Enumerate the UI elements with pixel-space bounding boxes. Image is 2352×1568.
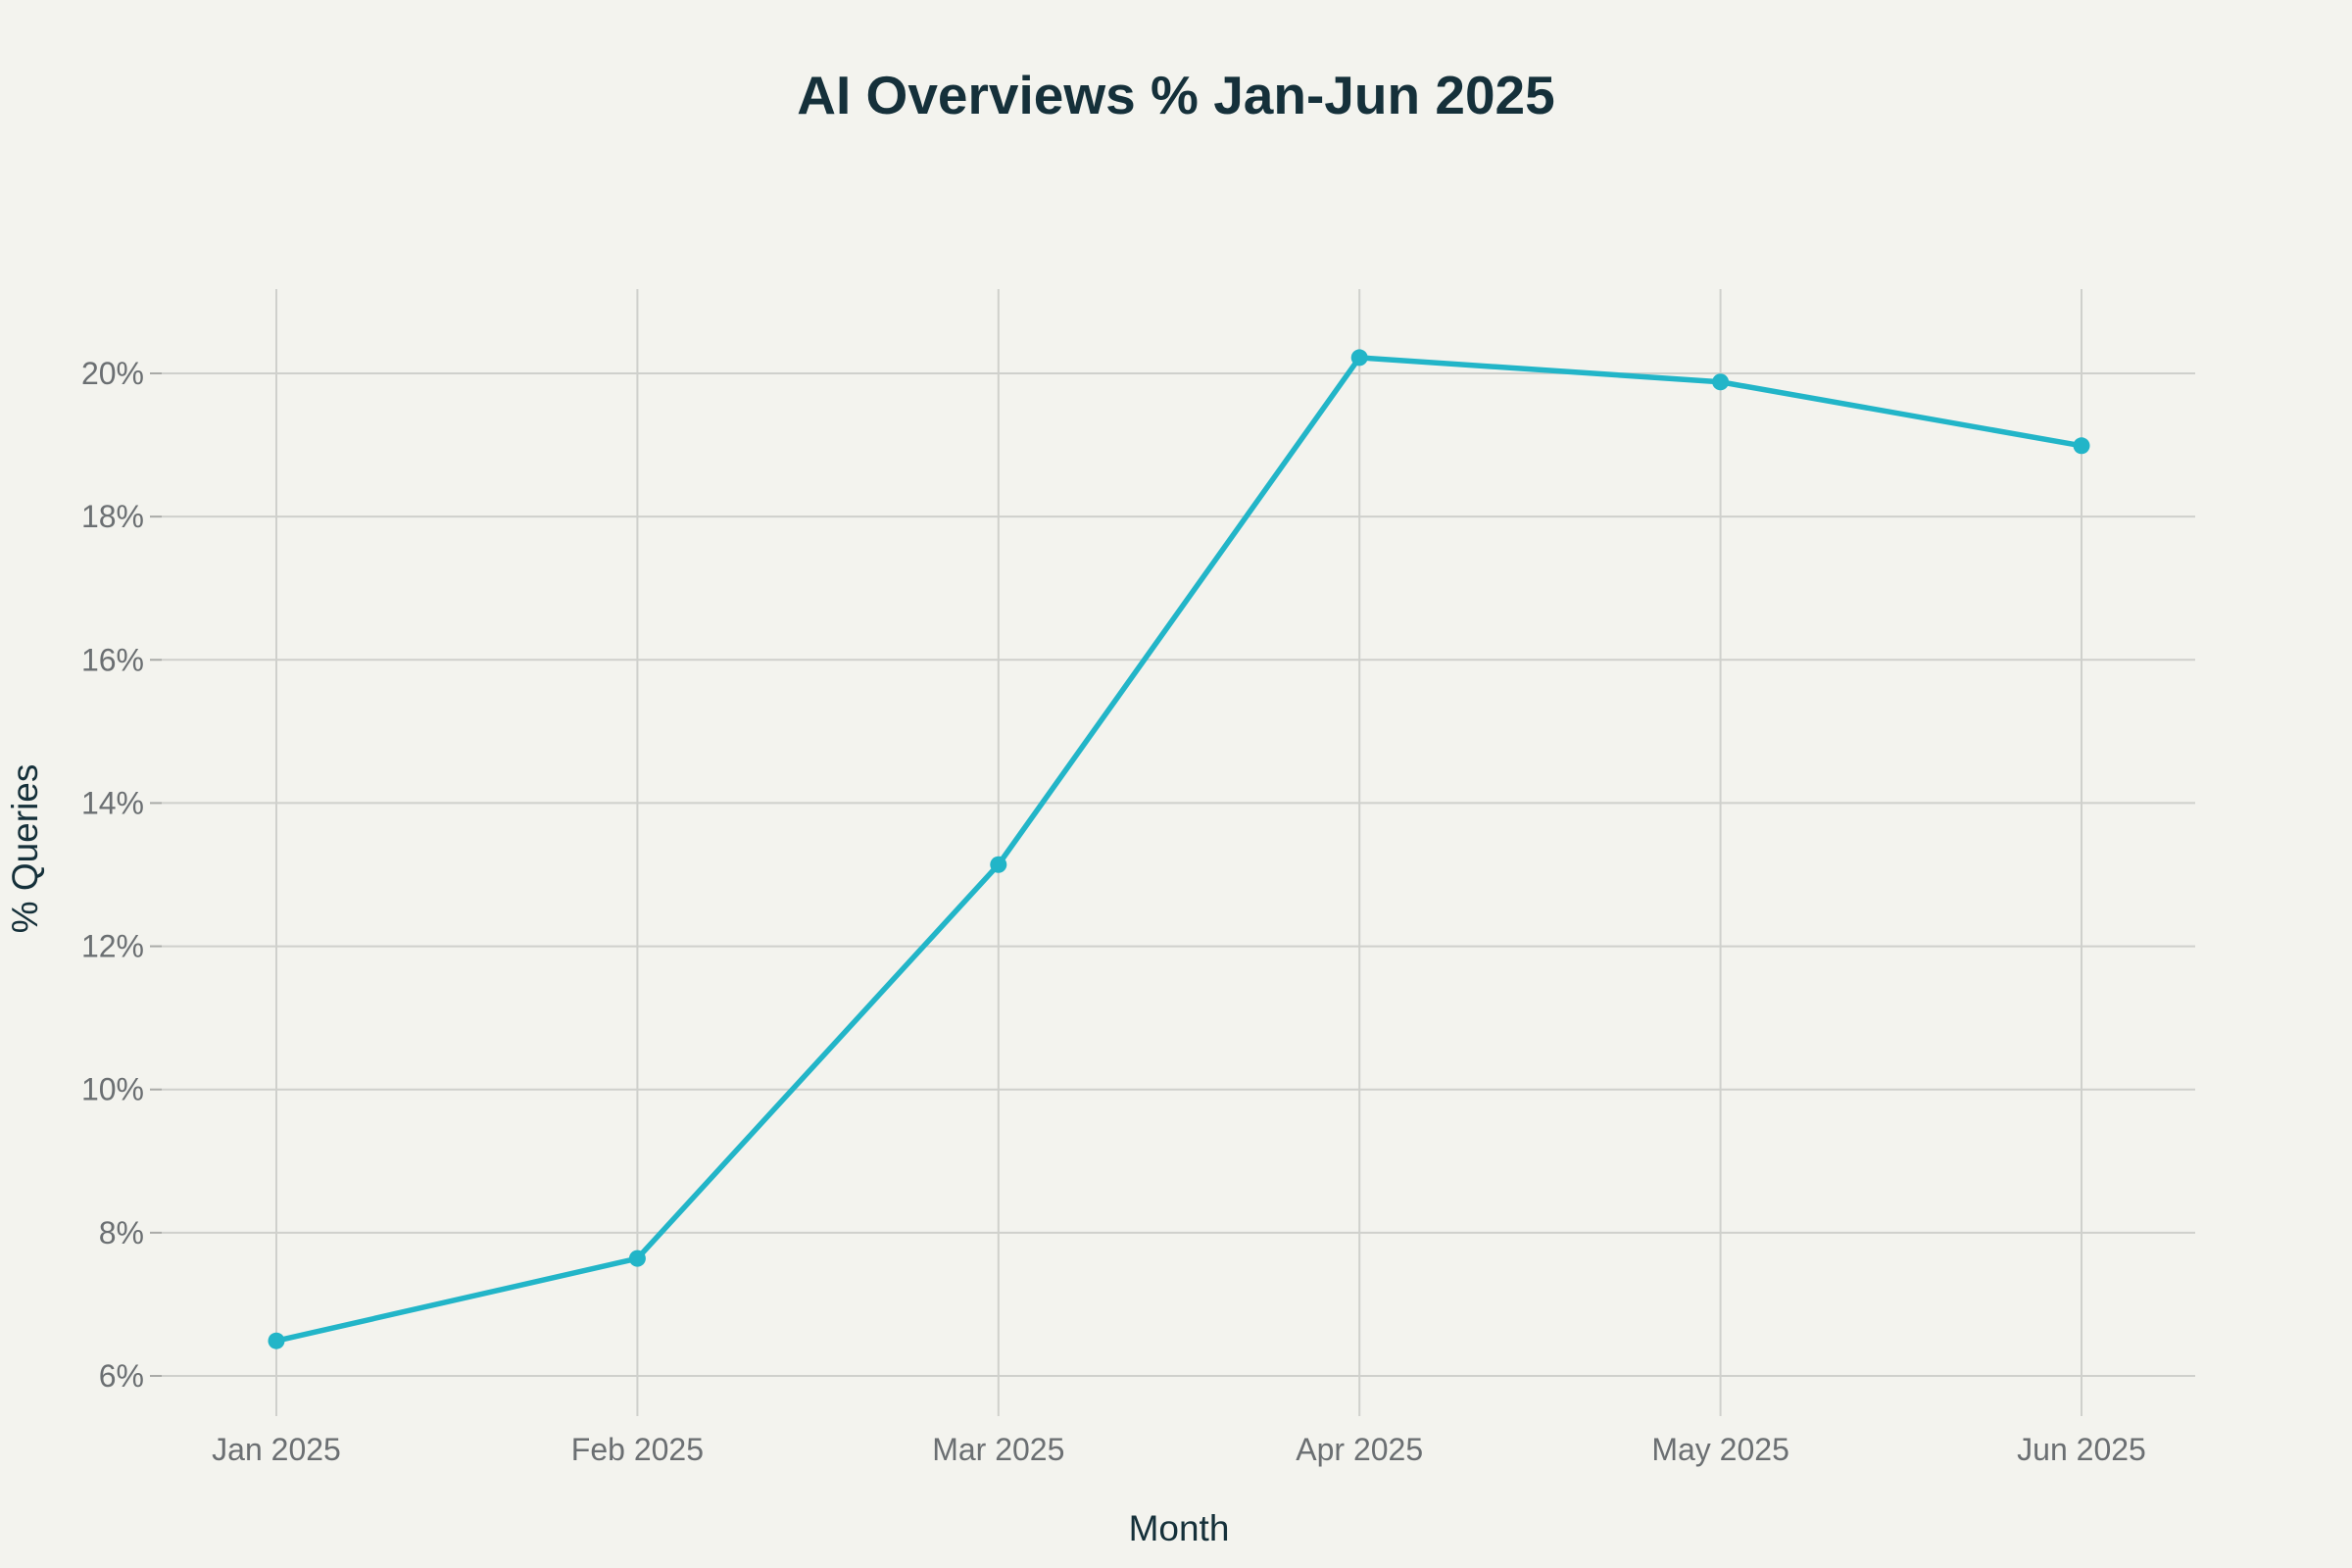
y-tick-label: 10% xyxy=(81,1072,144,1107)
y-tick-label: 14% xyxy=(81,785,144,820)
y-tick-label: 18% xyxy=(81,499,144,534)
data-point xyxy=(990,856,1007,873)
x-tick-label: Apr 2025 xyxy=(1296,1432,1423,1467)
data-point xyxy=(2073,437,2090,455)
y-tick-label: 12% xyxy=(81,929,144,964)
x-tick-label: May 2025 xyxy=(1651,1432,1789,1467)
x-tick-label: Mar 2025 xyxy=(932,1432,1064,1467)
data-point xyxy=(628,1250,646,1267)
chart-title: AI Overviews % Jan-Jun 2025 xyxy=(797,65,1554,125)
y-axis-title: % Queries xyxy=(5,764,45,934)
y-tick-label: 6% xyxy=(99,1358,144,1394)
data-point xyxy=(268,1332,285,1349)
data-point xyxy=(1350,349,1368,367)
series-line xyxy=(273,355,2084,1344)
y-tick-label: 16% xyxy=(81,642,144,677)
grid xyxy=(150,289,2195,1416)
x-axis: Jan 2025 Feb 2025 Mar 2025 Apr 2025 May 2025… xyxy=(212,1432,2146,1467)
y-tick-label: 8% xyxy=(99,1215,144,1250)
x-axis-title: Month xyxy=(1129,1508,1230,1548)
x-tick-label: Jan 2025 xyxy=(212,1432,341,1467)
y-axis: 6% 8% 10% 12% 14% 16% 18% 20% xyxy=(81,356,144,1394)
x-tick-label: Feb 2025 xyxy=(571,1432,704,1467)
x-tick-label: Jun 2025 xyxy=(2017,1432,2146,1467)
y-tick-label: 20% xyxy=(81,356,144,391)
series-layer xyxy=(268,349,2090,1349)
data-point xyxy=(1712,373,1730,391)
